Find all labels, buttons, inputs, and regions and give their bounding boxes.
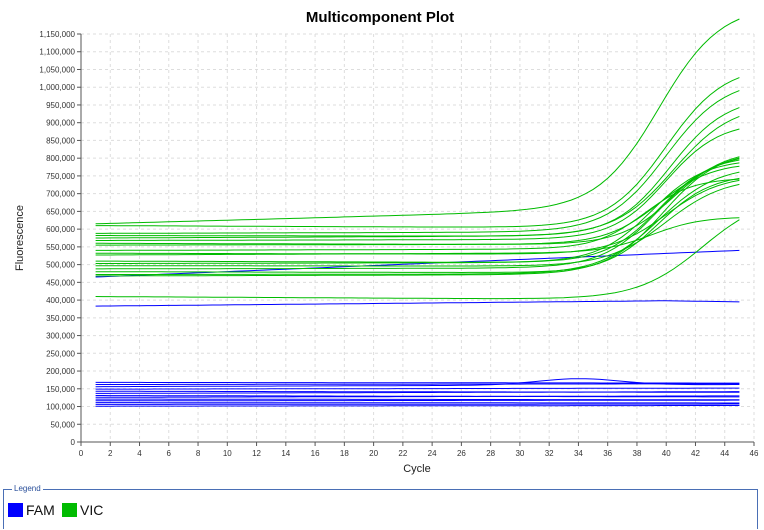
fam-series-line: [95, 399, 740, 402]
y-tick-label: 500,000: [46, 261, 75, 270]
x-tick-label: 26: [457, 449, 466, 458]
y-tick-label: 400,000: [46, 296, 75, 305]
vic-series-line: [95, 77, 740, 228]
y-tick-label: 300,000: [46, 332, 75, 341]
vic-series-line: [95, 217, 740, 256]
fam-series-line: [95, 387, 740, 390]
vic-series-line: [95, 178, 740, 251]
x-tick-label: 34: [574, 449, 583, 458]
x-tick-label: 14: [281, 449, 290, 458]
y-tick-label: 950,000: [46, 101, 75, 110]
chart-title: Multicomponent Plot: [306, 9, 454, 26]
fam-series-line: [95, 300, 740, 307]
vic-series-line: [95, 18, 740, 225]
x-tick-label: 12: [252, 449, 261, 458]
vic-series-line: [95, 159, 740, 263]
legend: Legend FAM VIC: [3, 484, 758, 529]
x-tick-label: 10: [223, 449, 232, 458]
y-tick-label: 150,000: [46, 385, 75, 394]
y-axis-title: Fluorescence: [14, 205, 26, 271]
y-tick-label: 700,000: [46, 190, 75, 199]
vic-series-line: [95, 128, 740, 241]
vic-series-line: [95, 158, 740, 270]
legend-title: Legend: [12, 484, 43, 494]
axes: [80, 34, 754, 443]
legend-label-vic: VIC: [80, 502, 104, 518]
x-tick-label: 18: [340, 449, 349, 458]
y-tick-label: 200,000: [46, 367, 75, 376]
multicomponent-chart: Multicomponent Plot 0 2 4 6 8 10 12 14 16 18 20 22 2…: [14, 9, 759, 475]
x-tick-label: 6: [167, 449, 172, 458]
grid: [81, 33, 755, 442]
x-axis-title: Cycle: [403, 463, 431, 475]
vic-series-line: [95, 115, 740, 239]
legend-item-vic[interactable]: VIC: [62, 502, 103, 518]
x-tick-label: 42: [691, 449, 700, 458]
fam-series-line: [95, 383, 740, 385]
x-tick-label: 44: [720, 449, 729, 458]
x-tick-label: 28: [486, 449, 495, 458]
x-tick-label: 20: [369, 449, 378, 458]
x-tick-label: 40: [662, 449, 671, 458]
x-axis-ticks: 0 2 4 6 8 10 12 14 16 18 20 22 24 26 28 30 32 34 36 38 40 42 4…: [79, 442, 759, 458]
y-tick-label: 0: [71, 438, 76, 447]
y-tick-label: 550,000: [46, 243, 75, 252]
y-tick-label: 650,000: [46, 207, 75, 216]
vic-series-line: [95, 162, 740, 264]
x-tick-label: 8: [196, 449, 201, 458]
x-tick-label: 2: [108, 449, 113, 458]
y-axis-ticks: 0 50,000 100,000 150,000 200,000 250,000 300,0…: [39, 30, 81, 447]
x-tick-label: 30: [515, 449, 524, 458]
fam-series-line: [95, 398, 740, 401]
y-tick-label: 600,000: [46, 225, 75, 234]
fam-swatch: [8, 503, 23, 517]
legend-label-fam: FAM: [26, 502, 55, 518]
vic-series-line: [95, 183, 740, 267]
vic-series-line: [95, 90, 740, 234]
x-tick-label: 36: [603, 449, 612, 458]
y-tick-label: 750,000: [46, 172, 75, 181]
x-tick-label: 22: [398, 449, 407, 458]
y-tick-label: 800,000: [46, 154, 75, 163]
x-tick-label: 16: [311, 449, 320, 458]
legend-item-fam[interactable]: FAM: [8, 502, 55, 518]
vic-series-line: [95, 107, 740, 237]
x-tick-label: 32: [545, 449, 554, 458]
y-tick-label: 1,150,000: [39, 30, 75, 39]
y-tick-label: 450,000: [46, 278, 75, 287]
fam-series-line: [95, 405, 740, 407]
fam-series-line: [95, 381, 740, 384]
y-tick-label: 1,100,000: [39, 48, 75, 57]
vic-series-line: [95, 219, 740, 300]
fam-series-line: [95, 391, 740, 394]
y-tick-label: 350,000: [46, 314, 75, 323]
y-tick-label: 1,000,000: [39, 83, 75, 92]
y-tick-label: 1,050,000: [39, 65, 75, 74]
y-tick-label: 850,000: [46, 136, 75, 145]
series-lines: [95, 18, 740, 407]
fam-series-line: [95, 378, 740, 388]
y-tick-label: 100,000: [46, 403, 75, 412]
fam-series-line: [95, 249, 740, 278]
x-tick-label: 0: [79, 449, 84, 458]
x-tick-label: 24: [428, 449, 437, 458]
vic-series-line: [95, 177, 740, 274]
vic-swatch: [62, 503, 77, 517]
y-tick-label: 900,000: [46, 119, 75, 128]
vic-series-line: [95, 157, 740, 277]
x-tick-label: 4: [137, 449, 142, 458]
y-tick-label: 50,000: [51, 420, 76, 429]
y-tick-label: 250,000: [46, 349, 75, 358]
x-tick-label: 38: [633, 449, 642, 458]
x-tick-label: 46: [750, 449, 759, 458]
fam-series-line: [95, 395, 740, 398]
